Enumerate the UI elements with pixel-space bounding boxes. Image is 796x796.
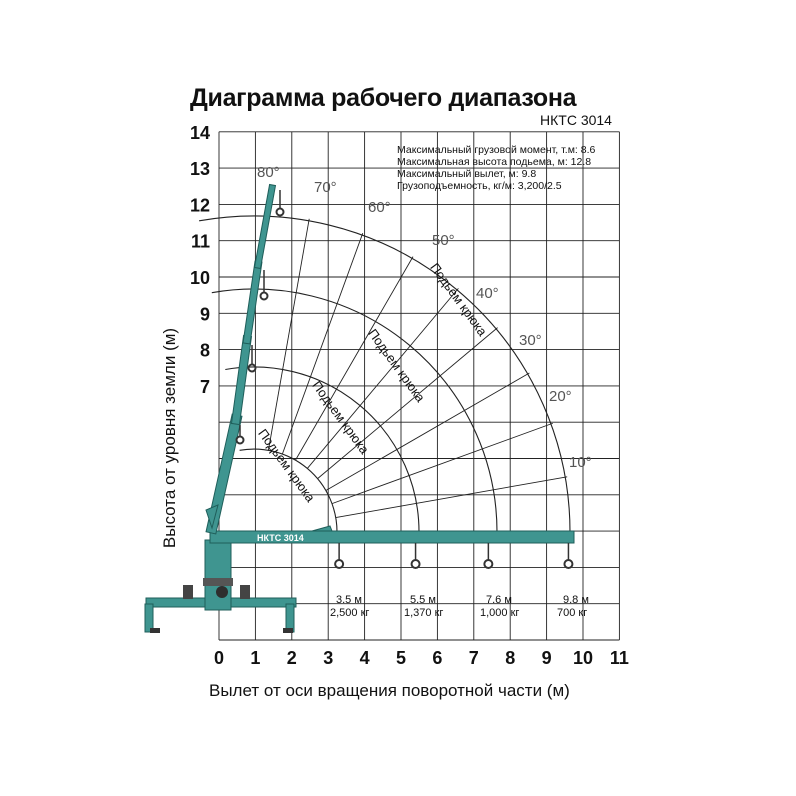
angle-rays <box>267 218 568 519</box>
position-labels: 3.5 м2,500 кг 5.5 м1,370 кг 7.6 м1,000 кг 9… <box>330 594 589 619</box>
angle-ray <box>307 288 459 469</box>
hook-4 <box>563 559 574 569</box>
crane-model: НКТС 3014 <box>540 112 612 128</box>
base-detail-left <box>183 585 193 599</box>
outrigger-pad-right <box>283 628 293 633</box>
hook-label: Подьем крюка <box>365 326 428 405</box>
angle-label-10: 10° <box>569 454 592 471</box>
position-reach-2: 5.5 м <box>410 594 436 606</box>
outrigger-pad-left <box>150 628 160 633</box>
hook-label: Подьем крюка <box>309 378 372 457</box>
x-tick-3: 3 <box>323 648 333 668</box>
position-reach-4: 9.8 м <box>563 594 589 606</box>
angle-label-40: 40° <box>476 285 499 302</box>
x-tick-6: 6 <box>432 648 442 668</box>
base-detail-right <box>240 585 250 599</box>
position-reach-1: 3.5 м <box>336 594 362 606</box>
boom-horizontal-joint <box>311 525 333 532</box>
angle-label-30: 30° <box>519 332 542 349</box>
grid <box>218 131 620 641</box>
angle-label-20: 20° <box>549 388 572 405</box>
crane-column <box>204 539 232 611</box>
spec-max-moment: Максимальный грузовой момент, т.м: 8.6 <box>397 144 596 156</box>
x-tick-7: 7 <box>469 648 479 668</box>
x-tick-5: 5 <box>396 648 406 668</box>
angle-labels: 80° 70° 60° 50° 40° 30° 20° 10° <box>257 164 592 471</box>
angle-ray <box>325 372 530 491</box>
hook-label: Подьем крюка <box>255 426 318 505</box>
y-tick-9: 9 <box>200 304 210 324</box>
column-slewing-ring <box>203 578 233 586</box>
x-tick-8: 8 <box>505 648 515 668</box>
boom-raised-section-4 <box>255 185 275 268</box>
spec-capacity: Грузоподъемность, кг/м: 3,200/2.5 <box>397 180 562 192</box>
boom-raised-cylinder <box>205 504 219 530</box>
angle-ray <box>267 218 310 451</box>
raised-hook-3 <box>259 291 269 301</box>
y-tick-14: 14 <box>190 123 210 143</box>
raised-hook-1 <box>235 435 245 445</box>
position-load-1: 2,500 кг <box>330 607 369 619</box>
spec-max-reach: Максимальный вылет, м: 9.8 <box>397 168 537 180</box>
raised-hook-4 <box>275 207 285 217</box>
x-tick-1: 1 <box>250 648 260 668</box>
x-tick-11: 11 <box>610 648 629 668</box>
angle-label-60: 60° <box>368 199 391 216</box>
y-tick-13: 13 <box>190 159 210 179</box>
x-axis-label: Вылет от оси вращения поворотной части (… <box>209 681 570 700</box>
y-tick-8: 8 <box>200 341 210 361</box>
diagram-title: Диаграмма рабочего диапазона <box>190 84 577 112</box>
hook-3 <box>483 559 494 569</box>
boom-raised-section-2 <box>232 336 251 424</box>
raised-hook-2 <box>247 363 257 373</box>
x-tick-2: 2 <box>287 648 297 668</box>
range-arc <box>239 448 338 533</box>
angle-ray <box>335 476 568 519</box>
boom-raised-section-3 <box>243 261 262 344</box>
column-winch <box>216 586 228 598</box>
boom-model-label: НКТС 3014 <box>257 533 304 543</box>
x-tick-4: 4 <box>360 648 370 668</box>
angle-ray <box>281 233 364 455</box>
y-tick-10: 10 <box>190 268 210 288</box>
crane-drawing: НКТС 3014 <box>144 183 575 633</box>
hook-1 <box>334 559 345 569</box>
hook-2 <box>410 559 421 569</box>
spec-max-height: Максимальная высота подьема, м: 12.8 <box>397 156 592 168</box>
y-tick-12: 12 <box>190 195 210 215</box>
angle-label-70: 70° <box>314 179 337 196</box>
position-reach-3: 7.6 м <box>486 594 512 606</box>
position-load-2: 1,370 кг <box>404 607 443 619</box>
y-tick-11: 11 <box>191 232 210 252</box>
outrigger-leg-right <box>285 603 295 633</box>
y-tick-7: 7 <box>200 377 210 397</box>
x-tick-10: 10 <box>573 648 593 668</box>
position-load-3: 1,000 кг <box>480 607 519 619</box>
angle-label-50: 50° <box>432 232 455 249</box>
x-tick-0: 0 <box>214 648 224 668</box>
angle-label-80: 80° <box>257 164 280 181</box>
angle-ray <box>331 422 553 505</box>
outrigger-leg-left <box>144 603 154 633</box>
angle-ray <box>295 256 414 461</box>
angle-ray <box>317 327 498 479</box>
position-load-4: 700 кг <box>557 607 587 619</box>
boom-horizontal <box>209 530 575 544</box>
x-tick-9: 9 <box>542 648 552 668</box>
